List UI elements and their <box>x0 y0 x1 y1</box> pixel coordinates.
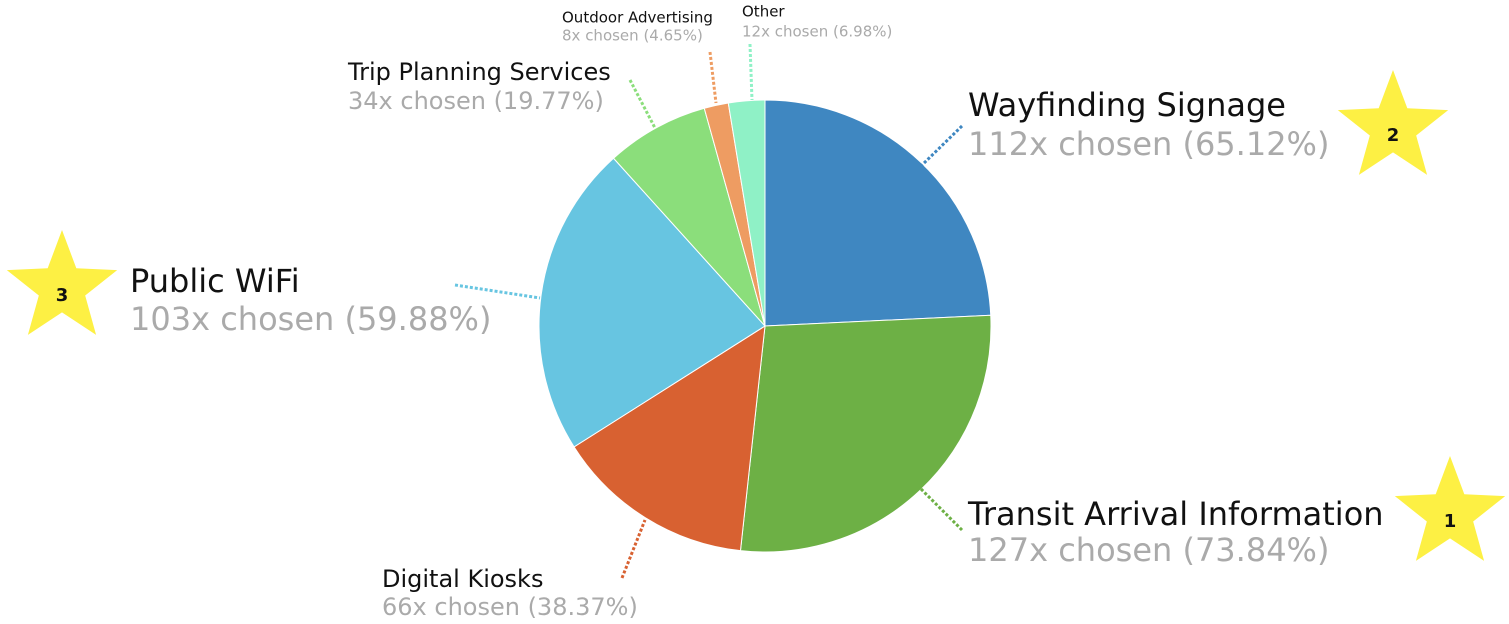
leader-line <box>918 486 964 532</box>
slice-label: Transit Arrival Information <box>967 495 1384 533</box>
rank-label: 2 <box>1387 125 1400 146</box>
pie-slice <box>727 99 766 327</box>
leader-line <box>708 51 718 104</box>
slice-value-label: 103x chosen (59.88%) <box>130 300 491 338</box>
slice-value-label: 34x chosen (19.77%) <box>348 87 604 115</box>
pie-slice <box>573 325 766 552</box>
rank-label: 1 <box>1444 511 1457 532</box>
slice-label: Other <box>742 3 785 21</box>
slice-label: Trip Planning Services <box>347 58 611 86</box>
pie-slice <box>739 314 992 553</box>
leader-line <box>628 79 657 129</box>
slice-label: Wayfinding Signage <box>968 86 1286 124</box>
pie-slice <box>538 157 766 448</box>
rank-star <box>6 230 118 335</box>
slice-value-label: 8x chosen (4.65%) <box>562 27 703 45</box>
slice-value-label: 127x chosen (73.84%) <box>968 531 1329 569</box>
leader-line <box>748 43 754 101</box>
slice-value-label: 66x chosen (38.37%) <box>382 593 638 621</box>
slice-label: Digital Kiosks <box>382 565 543 593</box>
rank-star <box>1394 456 1506 561</box>
rank-label: 3 <box>56 285 69 306</box>
slice-value-label: 112x chosen (65.12%) <box>968 125 1329 163</box>
slice-label: Outdoor Advertising <box>562 9 713 27</box>
leader-line <box>620 519 647 579</box>
pie-slice <box>612 107 766 327</box>
pie-slice <box>764 99 992 327</box>
rank-star <box>1337 70 1449 175</box>
slice-value-label: 12x chosen (6.98%) <box>742 23 892 41</box>
leader-line <box>920 124 964 167</box>
leader-line <box>454 283 541 300</box>
slice-label: Public WiFi <box>130 262 300 300</box>
